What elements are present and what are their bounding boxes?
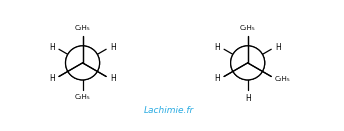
Text: H: H — [50, 74, 55, 83]
Text: H: H — [110, 74, 116, 83]
Text: H: H — [110, 43, 116, 52]
Text: Lachimie.fr: Lachimie.fr — [143, 106, 194, 114]
Text: H: H — [245, 94, 250, 103]
Text: H: H — [275, 43, 281, 52]
Text: H: H — [215, 43, 221, 52]
Text: C₂H₅: C₂H₅ — [275, 76, 291, 82]
Text: H: H — [215, 74, 221, 83]
Text: C₂H₅: C₂H₅ — [75, 25, 90, 31]
Ellipse shape — [230, 46, 265, 80]
Text: C₂H₅: C₂H₅ — [75, 94, 90, 100]
Text: C₂H₅: C₂H₅ — [240, 25, 256, 31]
Text: H: H — [50, 43, 55, 52]
Ellipse shape — [65, 46, 100, 80]
